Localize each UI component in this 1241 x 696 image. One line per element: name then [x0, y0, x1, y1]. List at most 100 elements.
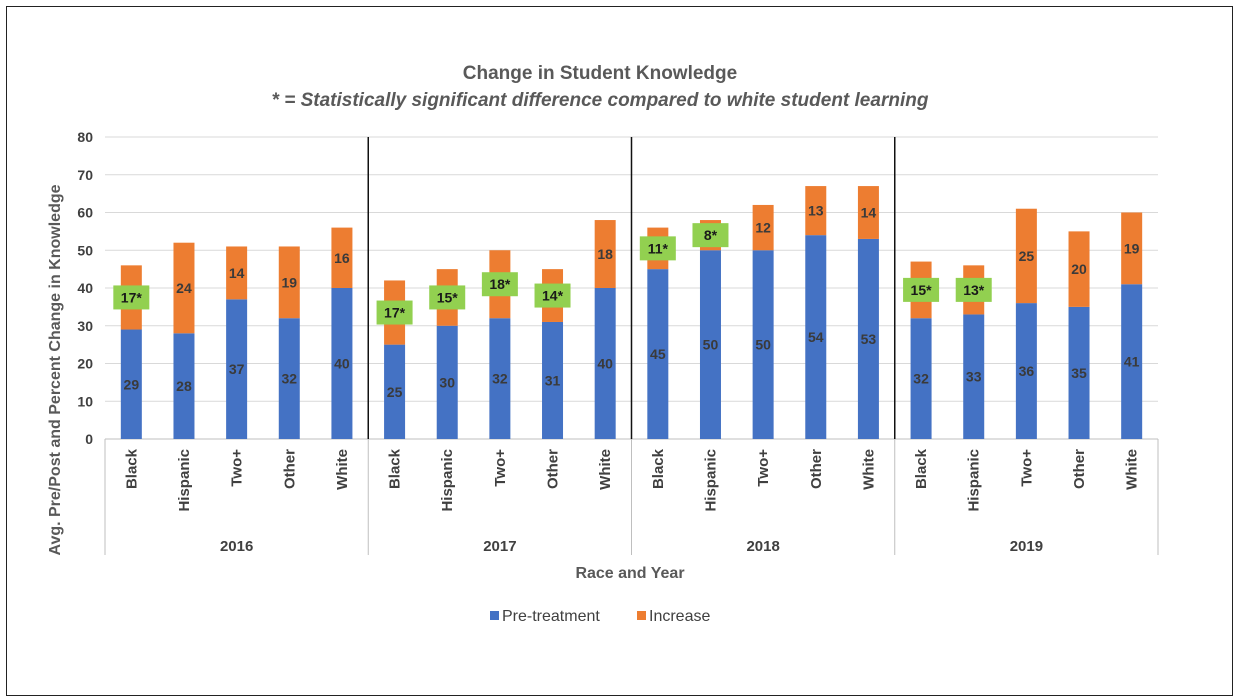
data-label-increase: 8* [704, 227, 718, 243]
x-tick-label: Other [281, 449, 298, 489]
data-label-increase: 13* [963, 282, 985, 298]
significance-highlight [429, 285, 466, 310]
year-label: 2019 [1010, 538, 1043, 555]
x-tick-label: Black [650, 448, 667, 489]
data-label-pre-treatment: 54 [808, 329, 824, 345]
year-label: 2016 [220, 538, 253, 555]
data-labels: 29 17* 28 24 37 14 32 19 40 16 25 17* 30 15* 32 18* 31 14… [113, 203, 1140, 400]
stacked-bar-chart: Change in Student Knowledge * = Statisti… [47, 63, 1159, 625]
x-tick-label: Black [123, 448, 140, 489]
y-tick-label: 70 [77, 167, 93, 183]
significance-highlight [955, 277, 992, 302]
data-label-increase: 11* [648, 240, 669, 256]
bar-increase [594, 220, 616, 288]
x-tick-label: Two+ [1018, 449, 1035, 487]
chart-title: Change in Student Knowledge [463, 63, 737, 84]
bar-pre-treatment [1015, 303, 1037, 439]
x-tick-label: White [1124, 449, 1141, 490]
y-tick-label: 10 [77, 393, 93, 409]
bars [120, 137, 1143, 439]
data-label-pre-treatment: 32 [281, 371, 297, 387]
bar-increase [173, 242, 195, 334]
data-label-increase: 13 [808, 203, 824, 219]
y-axis-ticks: 0 10 20 30 40 50 60 70 80 [77, 129, 93, 447]
significance-highlight [113, 285, 150, 310]
legend-swatch [490, 611, 499, 620]
data-label-pre-treatment: 50 [755, 337, 771, 353]
x-tick-label: Two+ [755, 449, 772, 487]
data-label-increase: 15* [911, 282, 933, 298]
legend-swatch [637, 611, 646, 620]
x-tick-label: Hispanic [439, 449, 456, 512]
data-label-pre-treatment: 32 [913, 371, 929, 387]
x-tick-label: Hispanic [176, 449, 193, 512]
data-label-pre-treatment: 33 [966, 369, 982, 385]
data-label-increase: 16 [334, 250, 350, 266]
data-label-increase: 25 [1019, 248, 1035, 264]
data-label-pre-treatment: 35 [1071, 365, 1087, 381]
legend-label: Pre-treatment [502, 608, 600, 625]
bar-increase [752, 204, 774, 251]
data-label-pre-treatment: 41 [1124, 354, 1140, 370]
data-label-pre-treatment: 29 [124, 376, 140, 392]
data-label-pre-treatment: 25 [387, 384, 403, 400]
bar-increase [857, 186, 879, 239]
y-tick-label: 20 [77, 356, 93, 372]
bar-increase [278, 246, 300, 319]
x-axis: 2016 Black Hispanic Two+ Other White 2017 Black… [104, 439, 1159, 555]
data-label-pre-treatment: 50 [703, 337, 719, 353]
bar-pre-treatment [436, 325, 458, 439]
data-label-pre-treatment: 40 [597, 356, 613, 372]
data-label-increase: 19 [1124, 240, 1140, 256]
x-tick-label: Other [1071, 449, 1088, 489]
data-label-increase: 18* [489, 276, 511, 292]
data-label-increase: 12 [755, 220, 771, 236]
x-axis-label: Race and Year [575, 565, 684, 582]
bar-pre-treatment [910, 318, 932, 439]
data-label-increase: 24 [176, 280, 192, 296]
bar-pre-treatment [331, 288, 353, 439]
x-tick-label: White [597, 449, 614, 490]
bar-pre-treatment [594, 288, 616, 439]
bar-pre-treatment [173, 333, 195, 439]
y-tick-label: 60 [77, 205, 93, 221]
year-label: 2017 [483, 538, 516, 555]
bar-pre-treatment [963, 314, 985, 439]
data-label-increase: 15* [437, 289, 459, 305]
bar-pre-treatment [542, 321, 564, 439]
legend-label: Increase [649, 608, 710, 625]
data-label-increase: 14 [861, 205, 877, 221]
bar-pre-treatment [699, 250, 721, 439]
data-label-increase: 18 [597, 246, 613, 262]
y-tick-label: 80 [77, 129, 93, 145]
x-tick-label: White [334, 449, 351, 490]
bar-increase [1015, 208, 1037, 304]
data-label-pre-treatment: 32 [492, 371, 508, 387]
year-label: 2018 [746, 538, 779, 555]
bar-increase [1068, 231, 1090, 307]
y-tick-label: 40 [77, 280, 93, 296]
significance-highlight [639, 236, 676, 261]
bar-pre-treatment [752, 250, 774, 439]
data-label-pre-treatment: 30 [439, 374, 455, 390]
bar-pre-treatment [489, 318, 511, 439]
significance-highlight [481, 272, 518, 297]
significance-highlight [534, 283, 571, 308]
bar-pre-treatment [226, 299, 248, 439]
data-label-increase: 17* [121, 289, 143, 305]
data-label-increase: 14* [542, 288, 564, 304]
x-tick-label: Other [545, 449, 562, 489]
legend: Pre-treatment Increase [490, 608, 710, 625]
x-tick-label: Hispanic [966, 449, 983, 512]
y-tick-label: 0 [85, 431, 93, 447]
data-label-pre-treatment: 31 [545, 372, 561, 388]
bar-pre-treatment [384, 344, 406, 439]
y-axis-label: Avg. Pre/Post and Percent Change in Know… [47, 184, 64, 555]
x-tick-label: Black [387, 448, 404, 489]
data-label-pre-treatment: 28 [176, 378, 192, 394]
bar-pre-treatment [1068, 306, 1090, 439]
data-label-increase: 20 [1071, 261, 1087, 277]
bar-pre-treatment [278, 318, 300, 439]
x-tick-label: White [860, 449, 877, 490]
data-label-pre-treatment: 45 [650, 346, 666, 362]
